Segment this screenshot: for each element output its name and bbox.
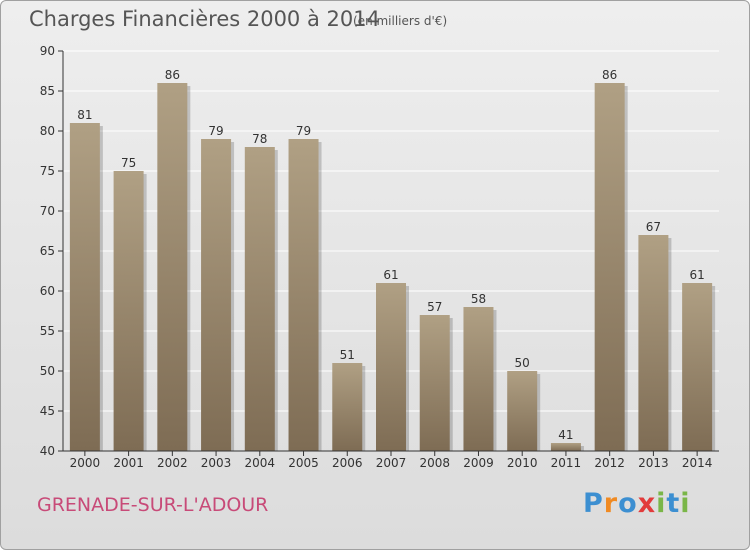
x-tick-label: 2007 xyxy=(376,456,407,470)
y-tick-label: 70 xyxy=(40,204,55,218)
proxiti-logo[interactable]: Proxiti xyxy=(583,488,691,519)
value-label: 81 xyxy=(77,108,92,122)
y-tick-label: 40 xyxy=(40,444,55,458)
bar-2011 xyxy=(550,443,581,451)
bars: 81 75 86 79 78 79 51 61 57 58 50 41 86 67 61 xyxy=(69,68,716,451)
logo-letter: P xyxy=(583,488,604,519)
y-tick-label: 90 xyxy=(40,44,55,58)
bar-2012 xyxy=(594,83,625,451)
x-tick-label: 2002 xyxy=(157,456,188,470)
value-label: 50 xyxy=(515,356,530,370)
x-tick-label: 2014 xyxy=(682,456,713,470)
y-tick-label: 75 xyxy=(40,164,55,178)
bar-2014 xyxy=(682,283,713,451)
y-tick-label: 80 xyxy=(40,124,55,138)
y-tick-label: 85 xyxy=(40,84,55,98)
x-tick-label: 2013 xyxy=(638,456,669,470)
value-label: 86 xyxy=(165,68,180,82)
logo-letter: r xyxy=(603,488,619,519)
value-label: 57 xyxy=(427,300,442,314)
value-label: 61 xyxy=(383,268,398,282)
y-tick-label: 65 xyxy=(40,244,55,258)
x-tick-label: 2003 xyxy=(201,456,232,470)
value-label: 61 xyxy=(689,268,704,282)
y-tick-label: 60 xyxy=(40,284,55,298)
value-label: 58 xyxy=(471,292,486,306)
value-label: 86 xyxy=(602,68,617,82)
logo-letter: i xyxy=(656,488,667,519)
bar-2000 xyxy=(69,123,100,451)
logo-letter: x xyxy=(637,488,657,519)
bar-2008 xyxy=(419,315,450,451)
value-label: 41 xyxy=(558,428,573,442)
y-tick-label: 50 xyxy=(40,364,55,378)
chart-title: Charges Financières 2000 à 2014 xyxy=(29,7,380,31)
x-tick-label: 2000 xyxy=(70,456,101,470)
logo-letter: o xyxy=(618,488,638,519)
x-tick-label: 2004 xyxy=(245,456,276,470)
bar-2013 xyxy=(638,235,669,451)
city-name: GRENADE-SUR-L'ADOUR xyxy=(37,494,269,516)
x-tick-label: 2009 xyxy=(463,456,494,470)
bar-2004 xyxy=(244,147,275,451)
bar-2007 xyxy=(376,283,406,451)
bar-2009 xyxy=(463,307,494,451)
x-tick-label: 2001 xyxy=(113,456,144,470)
y-tick-label: 45 xyxy=(40,404,55,418)
value-label: 75 xyxy=(121,156,136,170)
value-label: 78 xyxy=(252,132,267,146)
bar-2006 xyxy=(332,363,363,451)
bar-2002 xyxy=(157,83,188,451)
chart-subtitle: (en milliers d'€) xyxy=(353,14,448,28)
x-tick-label: 2011 xyxy=(551,456,582,470)
value-label: 51 xyxy=(340,348,355,362)
value-label: 79 xyxy=(208,124,223,138)
bar-2003 xyxy=(201,139,232,451)
x-tick-label: 2008 xyxy=(419,456,450,470)
logo-letter: t xyxy=(666,488,681,519)
bar-2010 xyxy=(507,371,538,451)
x-tick-label: 2005 xyxy=(288,456,319,470)
value-label: 67 xyxy=(646,220,661,234)
bar-2001 xyxy=(113,171,144,451)
bar-2005 xyxy=(288,139,319,451)
value-label: 79 xyxy=(296,124,311,138)
x-tick-label: 2006 xyxy=(332,456,363,470)
x-tick-label: 2010 xyxy=(507,456,538,470)
y-tick-label: 55 xyxy=(40,324,55,338)
x-tick-label: 2012 xyxy=(594,456,625,470)
logo-letter: i xyxy=(680,488,691,519)
axes: 40 45 50 55 60 65 70 75 80 85 90 2000 2001 2002 2003 20… xyxy=(40,44,719,470)
